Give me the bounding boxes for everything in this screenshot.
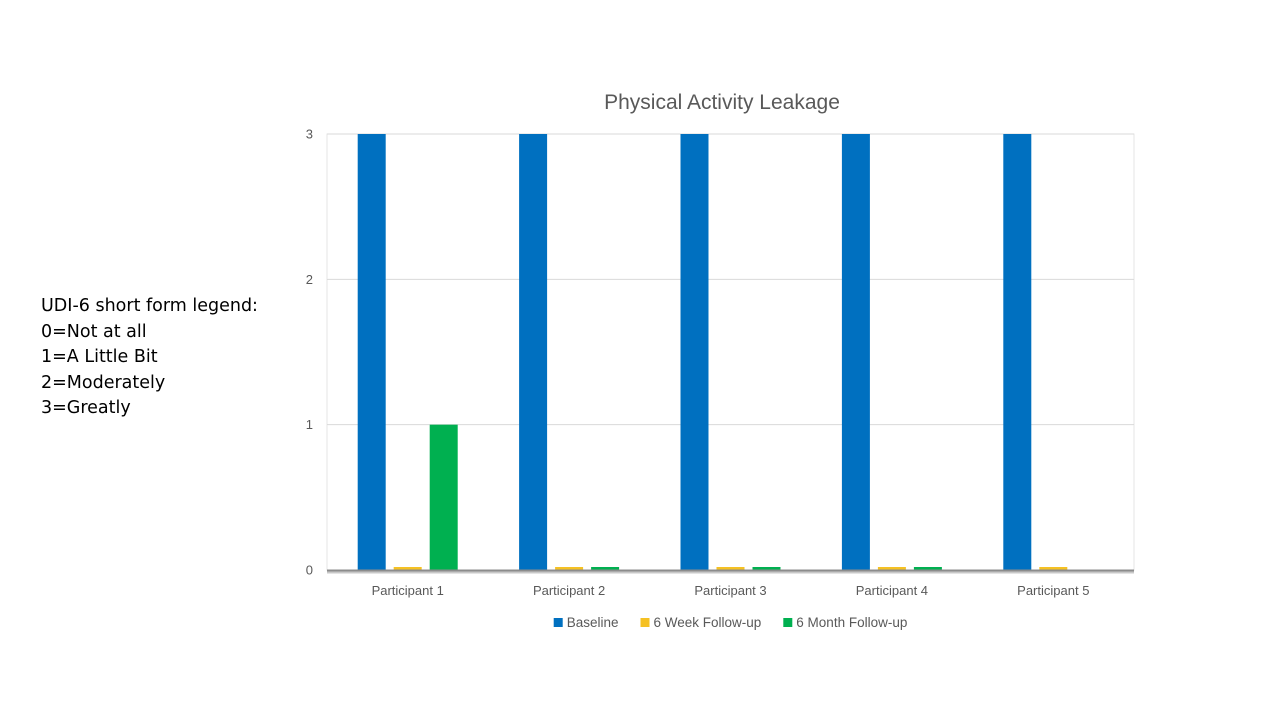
udi6-legend-note: UDI-6 short form legend: 0=Not at all 1=… — [41, 294, 258, 422]
x-tick-label: Participant 2 — [533, 583, 605, 598]
legend-item: 6 Week Follow-up — [640, 615, 762, 630]
bar — [841, 134, 870, 570]
chart-legend: Baseline 6 Week Follow-up 6 Month Follow-u… — [553, 615, 907, 630]
legend-label: 6 Week Follow-up — [654, 615, 762, 630]
x-tick-label: Participant 5 — [1017, 583, 1089, 598]
bar — [913, 567, 942, 570]
x-tick-label: Participant 4 — [856, 583, 928, 598]
y-tick-label: 3 — [306, 127, 313, 142]
bar — [555, 567, 584, 570]
x-tick-label: Participant 1 — [372, 583, 444, 598]
bar — [752, 567, 781, 570]
bar — [680, 134, 709, 570]
chart-title: Physical Activity Leakage — [604, 91, 840, 114]
legend-swatch — [553, 618, 563, 627]
udi6-legend-line-0: 0=Not at all — [41, 321, 147, 342]
udi6-legend-line-3: 3=Greatly — [41, 398, 131, 418]
legend-item: Baseline — [553, 615, 619, 630]
bars — [357, 134, 1068, 570]
udi6-legend-line-2: 2=Moderately — [41, 372, 166, 393]
bar — [519, 134, 548, 570]
bar — [716, 567, 745, 570]
bar — [393, 567, 422, 570]
bar — [591, 567, 620, 570]
udi6-legend-heading: UDI-6 short form legend: — [41, 296, 258, 316]
legend-swatch — [783, 618, 793, 627]
bar — [429, 424, 458, 570]
legend-label: Baseline — [567, 615, 619, 630]
y-tick-label: 0 — [306, 563, 313, 578]
bar — [1003, 134, 1032, 570]
x-axis — [327, 569, 1134, 574]
legend-label: 6 Month Follow-up — [796, 615, 907, 630]
y-tick-label: 2 — [306, 272, 313, 287]
x-tick-label: Participant 3 — [694, 583, 766, 598]
udi6-legend-line-1: 1=A Little Bit — [41, 347, 158, 367]
y-tick-label: 1 — [306, 417, 313, 432]
bar — [877, 567, 906, 570]
legend-item: 6 Month Follow-up — [783, 615, 907, 630]
bar — [357, 134, 386, 570]
bar — [1039, 567, 1068, 570]
legend-swatch — [640, 618, 650, 627]
gridlines — [327, 133, 1134, 426]
x-axis-labels: Participant 1 Participant 2 Participant 3 P… — [372, 583, 1090, 598]
y-axis: 0 1 2 3 — [306, 127, 313, 578]
